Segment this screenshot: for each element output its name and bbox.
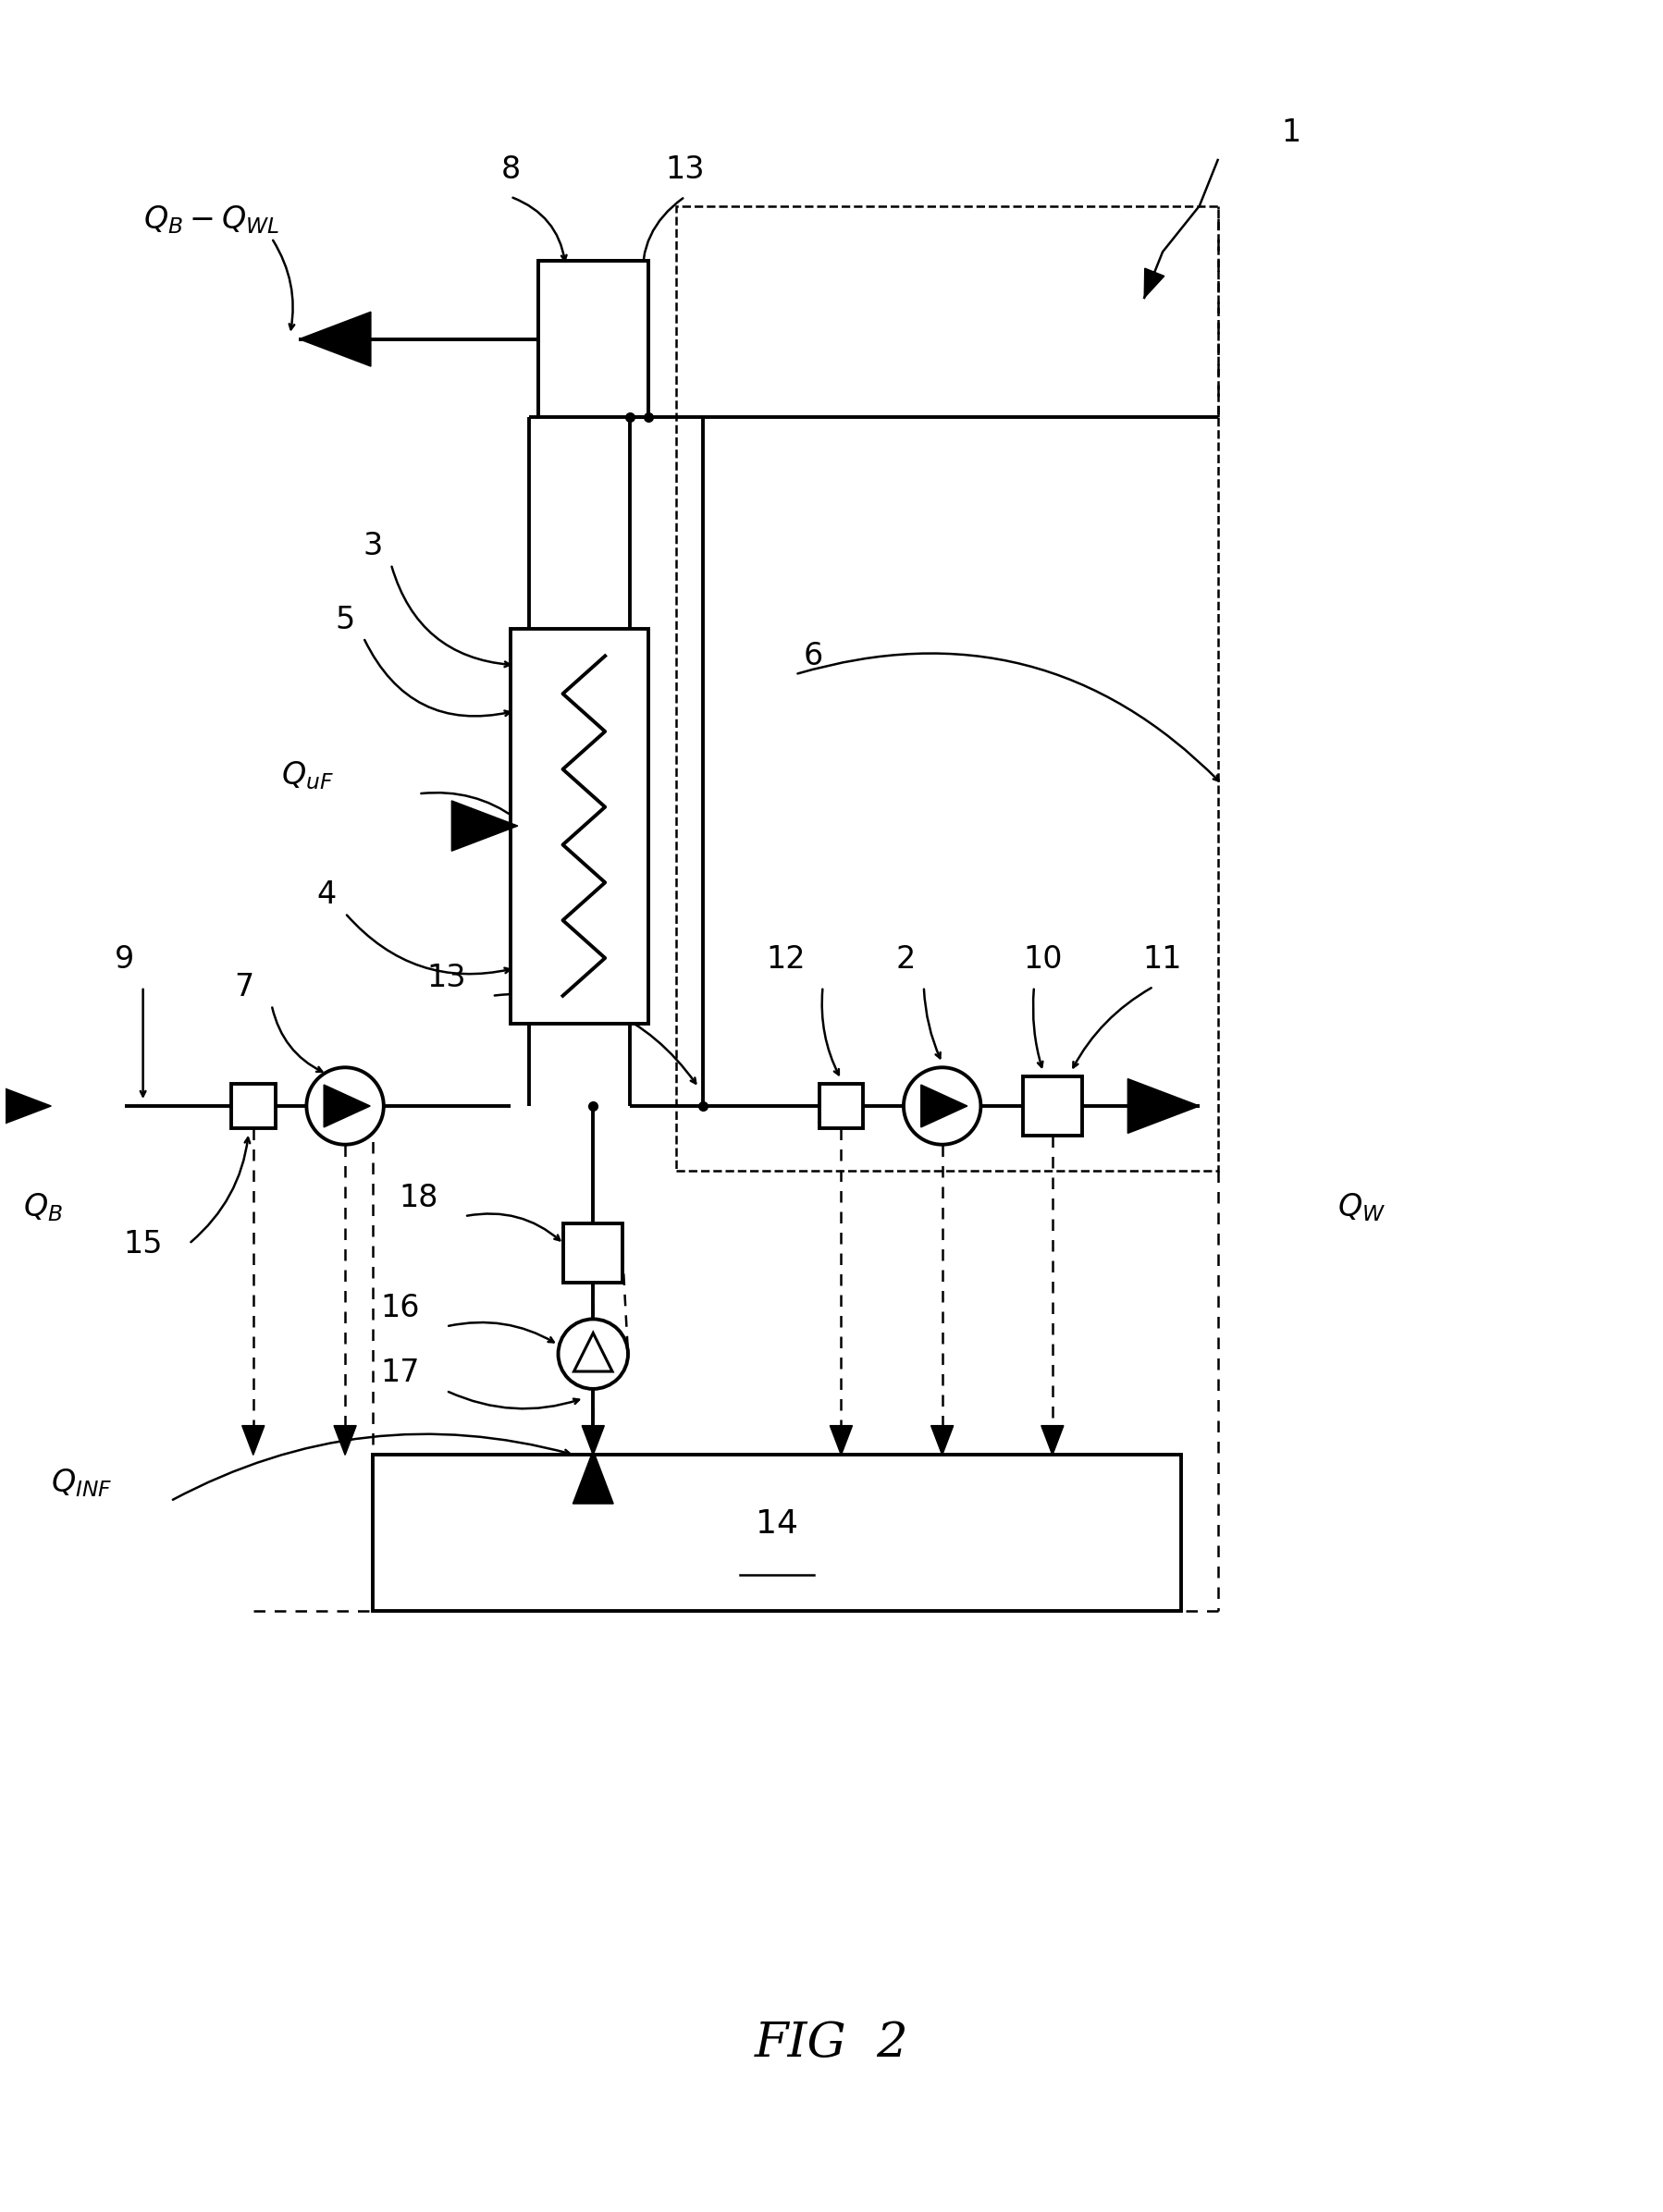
Polygon shape: [574, 1334, 612, 1371]
Text: 7: 7: [234, 971, 254, 1002]
Text: 2: 2: [895, 945, 915, 975]
Polygon shape: [931, 1425, 953, 1455]
Text: 18: 18: [399, 1183, 437, 1214]
Text: 3: 3: [363, 531, 382, 562]
Bar: [564, 1223, 622, 1283]
Text: 8: 8: [501, 155, 521, 186]
Text: 13: 13: [665, 155, 703, 186]
Polygon shape: [324, 1084, 369, 1128]
Text: $Q_B - Q_{WL}$: $Q_B - Q_{WL}$: [143, 204, 279, 237]
Text: 5: 5: [334, 604, 354, 635]
Polygon shape: [582, 1425, 604, 1455]
Polygon shape: [1041, 1425, 1063, 1455]
Polygon shape: [1144, 268, 1164, 299]
Bar: [818, 1084, 863, 1128]
Text: FIG  2: FIG 2: [755, 2020, 908, 2066]
Text: 12: 12: [767, 945, 805, 975]
Polygon shape: [572, 1451, 614, 1504]
Text: $Q_{INF}$: $Q_{INF}$: [52, 1467, 113, 1500]
Text: 9: 9: [115, 945, 135, 975]
Text: 4: 4: [316, 880, 336, 911]
Polygon shape: [451, 801, 517, 852]
Text: 13: 13: [426, 962, 466, 993]
Bar: [511, 628, 649, 1024]
Bar: [537, 261, 649, 418]
Circle shape: [557, 1318, 627, 1389]
Polygon shape: [241, 1425, 264, 1455]
Text: 6: 6: [803, 641, 823, 672]
Text: $Q_B$: $Q_B$: [23, 1192, 63, 1223]
Polygon shape: [920, 1084, 966, 1128]
Circle shape: [903, 1068, 980, 1144]
Circle shape: [306, 1068, 384, 1144]
Bar: [1023, 1077, 1081, 1135]
Polygon shape: [1128, 1079, 1199, 1133]
Text: 11: 11: [1142, 945, 1182, 975]
Text: $Q_W$: $Q_W$: [1337, 1192, 1385, 1223]
Polygon shape: [830, 1425, 851, 1455]
Bar: [231, 1084, 274, 1128]
Text: 10: 10: [1023, 945, 1063, 975]
Polygon shape: [0, 1079, 52, 1133]
Text: 1: 1: [1281, 117, 1300, 148]
Text: $Q_{uF}$: $Q_{uF}$: [281, 759, 333, 792]
Text: 16: 16: [381, 1294, 419, 1323]
Text: 15: 15: [123, 1230, 163, 1259]
Text: 17: 17: [381, 1358, 419, 1387]
Polygon shape: [334, 1425, 356, 1455]
Bar: [675, 206, 1217, 1170]
Bar: [373, 1455, 1181, 1610]
Polygon shape: [299, 312, 371, 367]
Text: 14: 14: [755, 1509, 798, 1540]
